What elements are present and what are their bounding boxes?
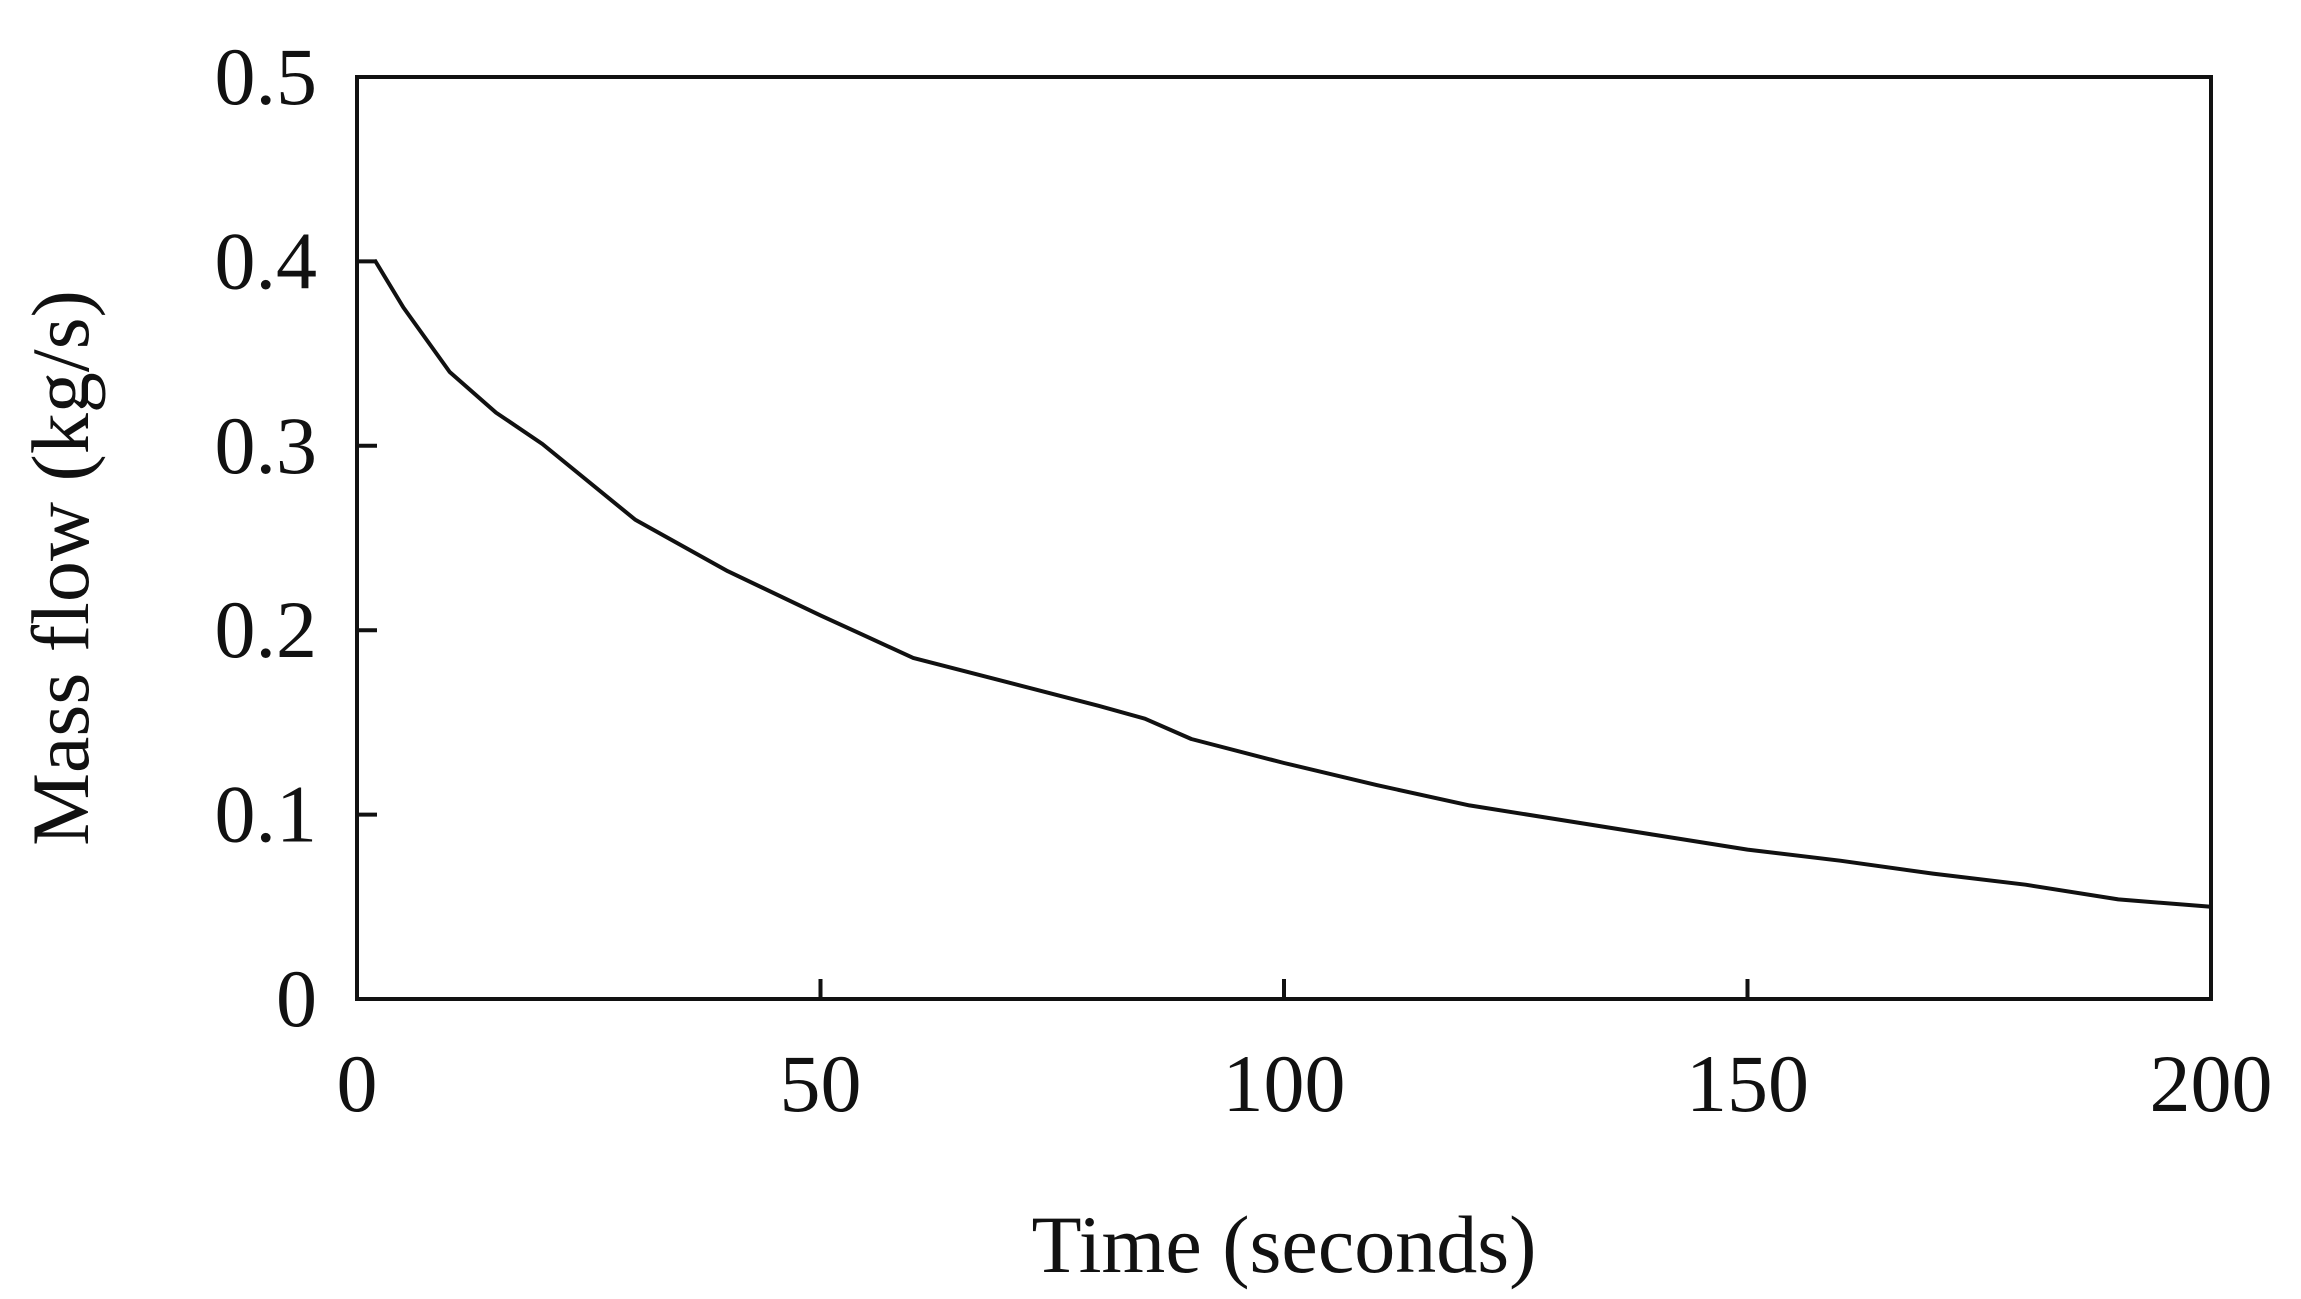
y-tick-label: 0.3 (215, 400, 318, 491)
y-tick-label: 0.5 (215, 31, 318, 122)
x-tick-label: 200 (2150, 1038, 2273, 1129)
y-axis-title: Mass flow (kg/s) (15, 290, 106, 846)
series-layer (373, 259, 2213, 909)
series-line-0 (373, 259, 2213, 909)
x-tick-label: 150 (1686, 1038, 1809, 1129)
y-tick-label: 0.4 (215, 215, 318, 306)
x-tick-label: 0 (337, 1038, 378, 1129)
y-axis-ticks: 0 0.1 0.2 0.3 0.4 0.5 (215, 31, 377, 1044)
x-axis-title: Time (seconds) (1032, 1199, 1537, 1290)
plot-area-frame (355, 75, 2213, 1001)
x-axis-ticks: 0 50 100 150 200 (337, 979, 2273, 1129)
y-tick-label: 0 (276, 953, 317, 1044)
y-tick-label: 0.1 (215, 769, 318, 860)
y-tick-label: 0.2 (215, 584, 318, 675)
x-tick-label: 50 (780, 1038, 862, 1129)
x-tick-label: 100 (1223, 1038, 1346, 1129)
